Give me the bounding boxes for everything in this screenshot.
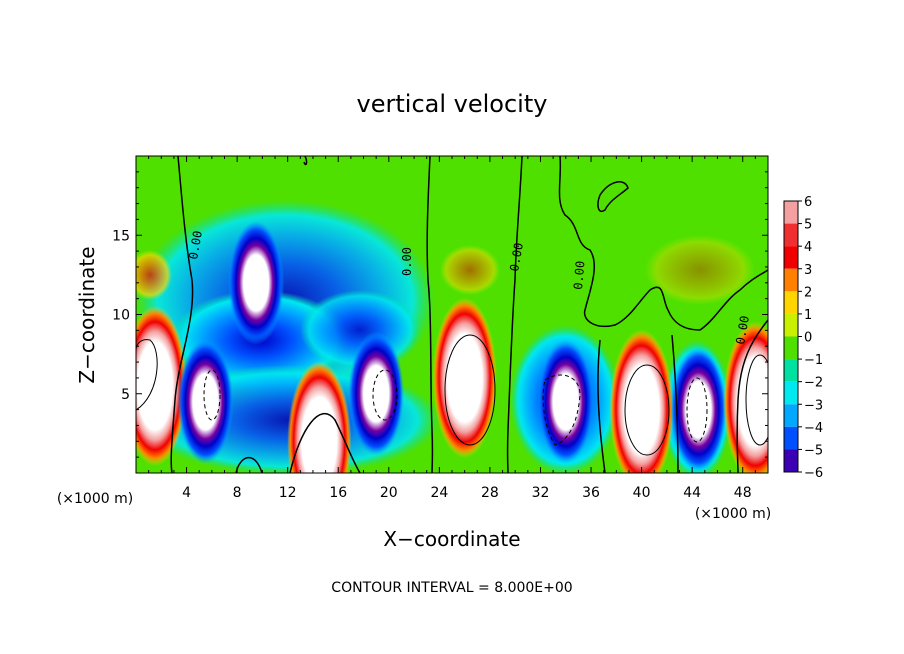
x-tick-label-4: 20 <box>380 485 398 501</box>
x-tick-label-10: 44 <box>683 485 701 501</box>
core-contour-33 <box>542 374 581 446</box>
downdraft-cell-6 <box>537 339 594 464</box>
x-tick-label-3: 16 <box>329 485 347 501</box>
contour-line-small-patch <box>597 181 629 212</box>
zero-contours <box>170 156 768 473</box>
contour-label-3: 0.00 <box>507 242 526 273</box>
colorbar-swatch-4 <box>784 291 798 314</box>
colorbar-label-1: 5 <box>804 218 812 233</box>
colorbar-label-0: 6 <box>804 195 812 210</box>
x-tick-label-6: 28 <box>481 485 499 501</box>
contour-line-14 <box>289 413 361 473</box>
colorbar-label-8: −2 <box>804 376 823 391</box>
y-axis-label: Z−coordinate <box>75 246 99 383</box>
updraft-cell-9 <box>723 321 768 473</box>
warm-patch-24 <box>440 245 500 295</box>
core-contour-6 <box>203 369 221 421</box>
core-contour-left <box>136 339 158 411</box>
x-tick-label-0: 4 <box>182 485 191 501</box>
downdraft-cell-8 <box>670 347 727 472</box>
contour-labels: 0.00 0.00 0.00 0.00 0.00 <box>186 230 752 346</box>
colorbar-swatch-5 <box>784 313 798 337</box>
y-axis-ticks: 5 10 15 <box>112 171 768 458</box>
core-contour-44 <box>686 377 708 443</box>
updraft-cell-0 <box>136 305 187 466</box>
colorbar-label-10: −4 <box>804 421 823 436</box>
core-contour-19 <box>372 369 398 421</box>
x-tick-label-11: 48 <box>734 485 752 501</box>
downdraft-cell-1 <box>177 339 234 464</box>
colorbar-swatch-2 <box>784 246 798 269</box>
x-tick-label-7: 32 <box>532 485 550 501</box>
x-tick-label-9: 40 <box>633 485 651 501</box>
colorbar-swatch-0 <box>784 201 798 224</box>
updraft-cell-5 <box>432 297 497 458</box>
y-tick-label-1: 10 <box>112 308 130 324</box>
colorbar-swatch-6 <box>784 336 798 360</box>
colorbar-swatch-7 <box>784 359 798 382</box>
colorbar-swatch-8 <box>784 381 798 405</box>
x-tick-label-5: 24 <box>430 485 448 501</box>
contour-label-5: 0.00 <box>733 315 752 346</box>
colorbar-label-12: −6 <box>804 466 823 481</box>
warm-patch-upper-right <box>645 235 755 305</box>
x-axis-label: X−coordinate <box>383 527 520 551</box>
colorbar-swatch-bottom <box>784 449 798 472</box>
colorbar-swatch-3 <box>784 268 798 292</box>
contour-line-30 <box>506 156 523 473</box>
colorbar-label-9: −3 <box>804 398 823 413</box>
colorbar-label-6: 0 <box>804 331 812 346</box>
colorbar-swatch-9 <box>784 404 798 427</box>
warm-patch-left <box>136 250 172 300</box>
contour-label-2: 0.00 <box>400 247 414 276</box>
y-tick-label-0: 5 <box>121 387 130 403</box>
contour-interval-label: CONTOUR INTERVAL = 8.000E+00 <box>331 580 572 596</box>
downdraft-cell-2 <box>228 220 285 345</box>
x-tick-label-8: 36 <box>582 485 600 501</box>
core-contour-49 <box>745 354 768 446</box>
contour-label-4: 0.00 <box>571 260 587 290</box>
x-tick-label-1: 8 <box>233 485 242 501</box>
updraft-cell-3 <box>287 361 352 473</box>
contour-line-23 <box>426 156 434 473</box>
colorbar-swatch-1 <box>784 223 798 247</box>
colorbar: 6 5 4 3 2 1 0 −1 −2 −3 −4 −5 −6 <box>783 195 823 481</box>
colorbar-swatch-10 <box>784 426 798 450</box>
colorbar-label-4: 2 <box>804 285 812 300</box>
chart-title: vertical velocity <box>357 90 548 118</box>
contour-line-4 <box>170 156 194 473</box>
y-tick-label-2: 15 <box>112 228 130 244</box>
core-contour-26 <box>444 334 496 446</box>
x-unit-left: (×1000 m) <box>57 491 133 507</box>
plot-area: 0.00 0.00 0.00 0.00 0.00 <box>136 156 768 473</box>
x-unit-right: (×1000 m) <box>695 506 771 522</box>
velocity-cells <box>136 220 768 473</box>
colorbar-label-11: −5 <box>804 443 823 458</box>
colorbar-label-5: 1 <box>804 308 812 323</box>
downdraft-cell-4 <box>348 331 405 456</box>
contour-label-1: 0.00 <box>186 230 205 261</box>
colorbar-label-7: −1 <box>804 353 823 368</box>
core-contour-40 <box>624 364 670 456</box>
contour-line-43 <box>671 334 679 473</box>
contour-line-top <box>303 156 308 166</box>
colorbar-label-2: 4 <box>804 240 812 255</box>
x-axis-ticks: 4 8 12 16 20 24 28 32 36 40 44 48 <box>148 156 756 501</box>
contour-line-48 <box>736 319 768 473</box>
updraft-cell-7 <box>609 329 674 473</box>
x-tick-label-2: 12 <box>279 485 297 501</box>
core-contours <box>136 334 768 456</box>
colorbar-label-3: 3 <box>804 263 812 278</box>
contour-line-upper-right <box>558 156 768 331</box>
contour-line-37 <box>597 339 606 473</box>
